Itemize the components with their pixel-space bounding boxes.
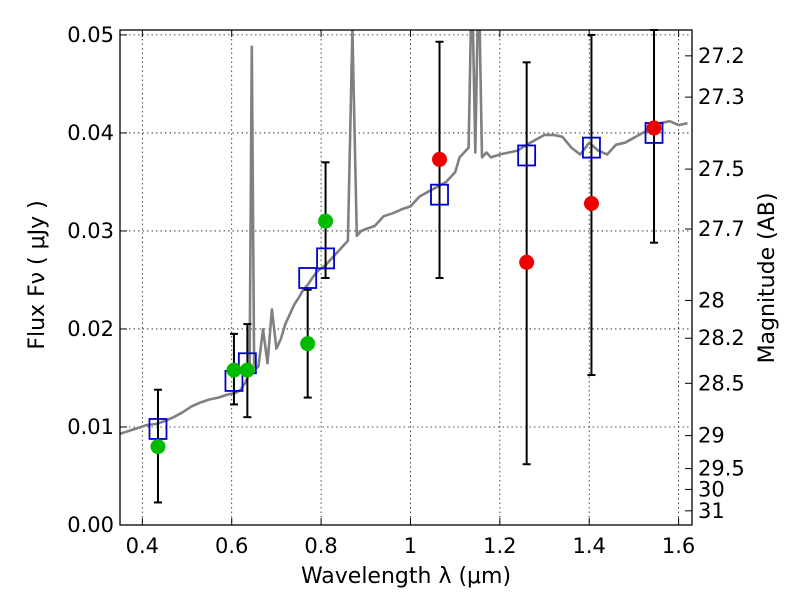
magnitude-tick-label: 28.5 [698,371,745,395]
observed-point [646,120,662,136]
y-axis-label: Flux Fν ( μJy ) [25,200,50,349]
model-square [582,136,601,159]
y-tick-label: 0.03 [67,219,114,243]
magnitude-tick-label: 27.7 [698,217,745,241]
model-spectrum [120,30,688,436]
magnitude-axis-label: Magnitude (AB) [755,193,780,364]
magnitude-tick-label: 31 [698,499,725,523]
y-tick-label: 0.01 [67,415,114,439]
magnitude-tick-label: 29.5 [698,457,745,481]
grid [120,30,692,526]
magnitude-tick-label: 27.3 [698,85,745,109]
x-tick-label: 1.6 [662,534,695,558]
model-photometry-squares [148,122,664,440]
y-axis-ticks: 0.00 0.01 0.02 0.03 0.04 0.05 [67,23,127,537]
y-tick-label: 0.00 [67,513,114,537]
model-square [316,247,335,270]
observed-point [432,151,448,167]
x-tick-label: 1.4 [573,534,606,558]
error-bars [153,29,659,504]
observed-point [300,336,316,352]
observed-point [583,195,599,211]
x-tick-label: 0.4 [126,534,159,558]
plot-frame [119,29,693,526]
x-axis-ticks: 0.4 0.6 0.8 1 1.2 1.4 1.6 [126,30,695,558]
x-tick-label: 0.6 [215,534,248,558]
magnitude-tick-label: 30 [698,477,725,501]
y-tick-label: 0.02 [67,317,114,341]
y-tick-label: 0.04 [67,121,114,145]
magnitude-tick-label: 27.5 [698,157,745,181]
magnitude-tick-label: 28 [698,288,725,312]
model-square [148,418,168,440]
model-square [430,183,449,206]
observed-point [519,254,535,270]
x-tick-label: 1 [404,534,417,558]
observed-point [239,362,255,378]
observed-point [150,439,166,455]
model-square [298,267,318,289]
spectrum-line [120,30,688,436]
x-axis-label: Wavelength λ (μm) [301,564,511,589]
y-tick-label: 0.05 [67,23,114,47]
observed-point [226,362,242,378]
observed-points [150,120,662,455]
model-square [517,144,537,167]
magnitude-tick-label: 29 [698,424,725,448]
x-tick-label: 0.8 [304,534,337,558]
magnitude-tick-label: 27.2 [698,44,745,68]
x-tick-label: 1.2 [483,534,516,558]
observed-point [318,213,334,229]
magnitude-tick-label: 28.2 [698,326,745,350]
